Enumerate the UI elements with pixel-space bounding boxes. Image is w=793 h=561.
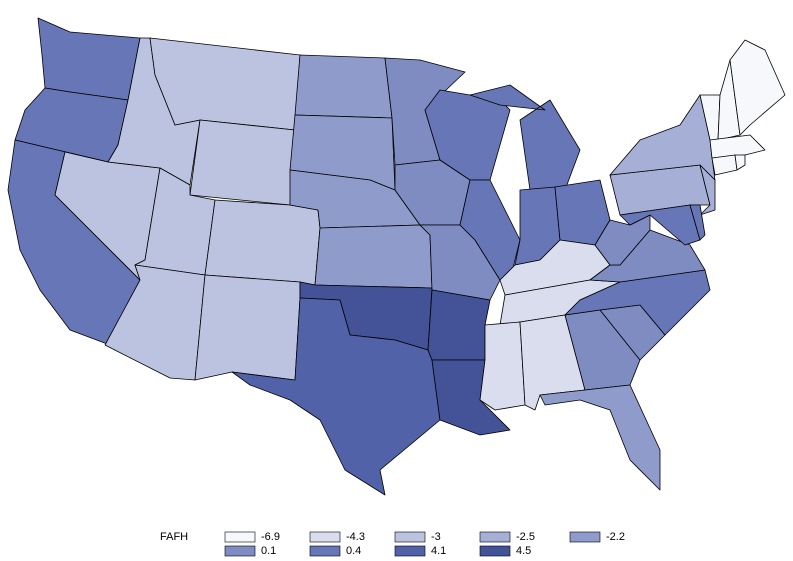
legend-swatch bbox=[224, 545, 256, 557]
legend-label: 0.4 bbox=[346, 545, 361, 557]
legend-swatch bbox=[394, 531, 426, 543]
legend-label: 0.1 bbox=[261, 545, 276, 557]
legend-label: -2.2 bbox=[606, 531, 625, 543]
state bbox=[709, 134, 766, 159]
legend-label: -6.9 bbox=[261, 531, 280, 543]
legend-title: FAFH bbox=[160, 531, 188, 543]
state bbox=[294, 54, 393, 119]
state bbox=[37, 17, 141, 101]
state bbox=[699, 164, 716, 216]
legend-swatch bbox=[569, 531, 601, 543]
state bbox=[189, 119, 296, 206]
legend-swatch bbox=[394, 545, 426, 557]
legend-label: -4.3 bbox=[346, 531, 365, 543]
state bbox=[194, 274, 301, 381]
state bbox=[689, 204, 706, 241]
state bbox=[204, 199, 321, 286]
state bbox=[539, 384, 661, 491]
state bbox=[314, 224, 433, 289]
state bbox=[729, 39, 786, 136]
state bbox=[734, 154, 746, 171]
state bbox=[427, 289, 491, 361]
legend-swatch bbox=[479, 531, 511, 543]
state bbox=[231, 297, 441, 496]
state bbox=[594, 214, 651, 266]
state bbox=[711, 154, 738, 176]
legend-swatch bbox=[479, 545, 511, 557]
state bbox=[149, 37, 301, 131]
legend-swatch bbox=[309, 545, 341, 557]
legend-label: -2.5 bbox=[516, 531, 535, 543]
legend-swatch bbox=[309, 531, 341, 543]
legend: FAFH -6.9 -4.3 -3 -2.5 -2.2 0.1 0.4 4.1 4.5 bbox=[160, 531, 625, 557]
state bbox=[479, 321, 526, 411]
states bbox=[7, 17, 786, 496]
legend-label: -3 bbox=[431, 531, 441, 543]
state bbox=[469, 84, 581, 191]
legend-label: 4.5 bbox=[516, 545, 531, 557]
legend-label: 4.1 bbox=[431, 545, 446, 557]
legend-swatch bbox=[224, 531, 256, 543]
